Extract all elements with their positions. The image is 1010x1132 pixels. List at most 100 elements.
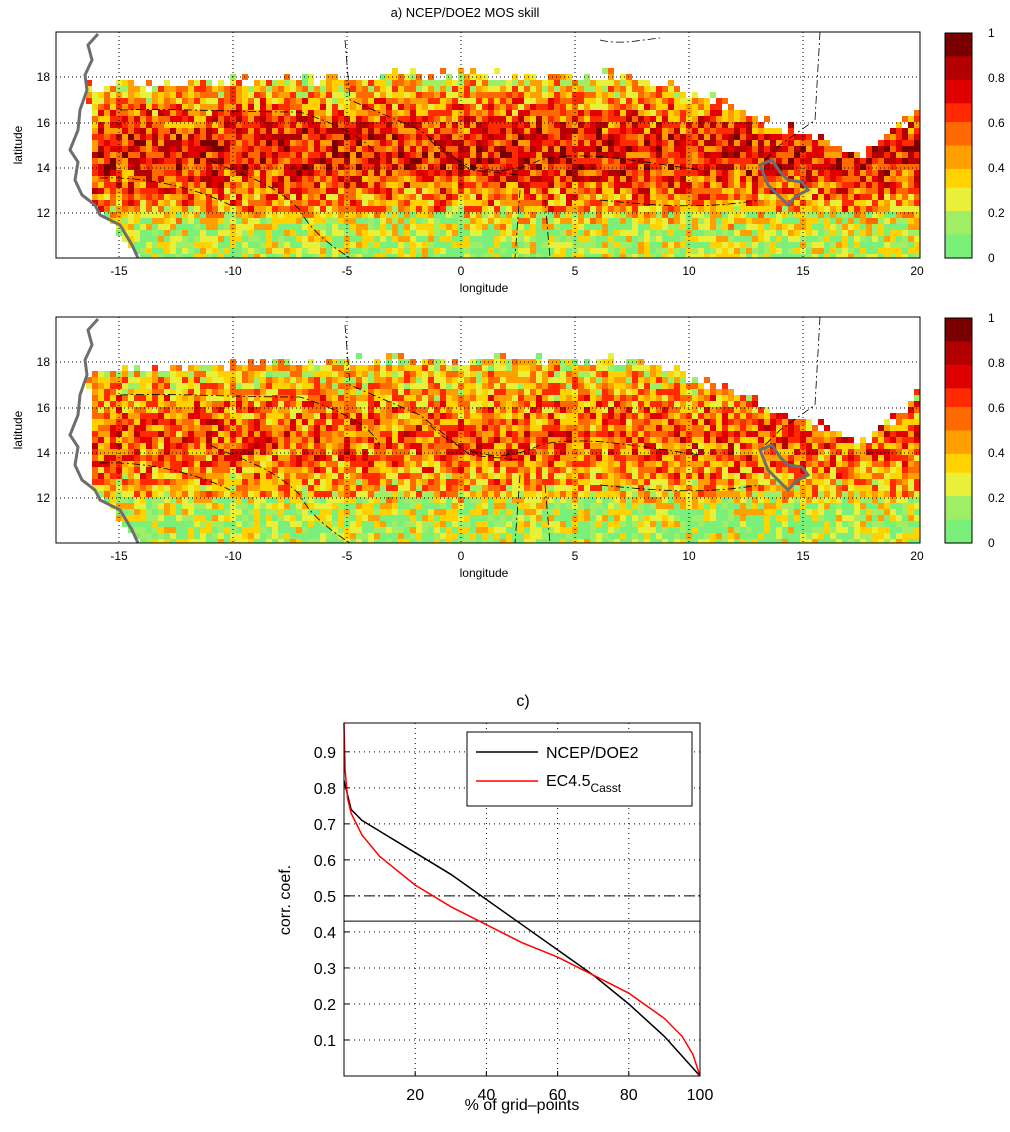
colorbar-segment [945, 402, 972, 408]
map-b-ytick: 14 [37, 446, 51, 460]
y-tick-label: 0.8 [314, 781, 336, 798]
series-line-ec4-5 [343, 722, 701, 1077]
colorbar-segment [945, 75, 972, 81]
map-b-xtick: 5 [572, 549, 579, 563]
colorbar-segment [945, 510, 972, 516]
colorbar-segment [945, 383, 972, 389]
map-b-xtick: 15 [796, 549, 810, 563]
map-a-borders [99, 32, 821, 258]
map-a-colorbar-ticks: 1 0.8 0.6 0.4 0.2 0 [988, 26, 1005, 265]
colorbar-tick: 1 [988, 26, 995, 40]
colorbar-segment [945, 500, 972, 507]
colorbar-segment [945, 215, 972, 222]
map-a-ytick: 18 [37, 70, 51, 84]
colorbar-segment [945, 318, 972, 324]
y-tick-label: 0.9 [314, 745, 336, 762]
map-a-ytick: 12 [37, 206, 51, 220]
y-tick-label: 0.6 [314, 853, 336, 870]
colorbar-segment [945, 229, 972, 236]
x-tick-label: 60 [549, 1087, 567, 1104]
map-b-xtick: -10 [224, 549, 242, 563]
colorbar-segment [945, 350, 972, 357]
colorbar-segment [945, 458, 972, 464]
legend-label-ec45: EC4.5Casst [546, 773, 622, 795]
colorbar-segment [945, 346, 972, 352]
map-a-title: a) NCEP/DOE2 MOS skill [390, 5, 540, 20]
colorbar-segment [945, 477, 972, 483]
colorbar-segment [945, 411, 972, 418]
colorbar-segment [945, 519, 972, 525]
map-a-ytick: 14 [37, 161, 51, 175]
colorbar-segment [945, 37, 972, 43]
colorbar-segment [945, 239, 972, 245]
colorbar-segment [945, 463, 972, 469]
colorbar-segment [945, 145, 972, 151]
colorbar-segment [945, 468, 972, 474]
colorbar-segment [945, 533, 972, 539]
map-b-ytick: 16 [37, 401, 51, 415]
colorbar-tick: 0.2 [988, 491, 1005, 505]
map-a-xtick: -5 [342, 264, 353, 278]
colorbar-segment [945, 472, 972, 478]
map-a-xticks: -15 -10 -5 0 5 10 15 20 [110, 264, 924, 278]
colorbar-segment [945, 47, 972, 53]
colorbar-segment [945, 336, 972, 343]
colorbar-segment [945, 93, 972, 100]
colorbar-segment [945, 491, 972, 497]
colorbar-segment [945, 322, 972, 328]
map-a-xtick: -15 [110, 264, 128, 278]
map-a-xtick: 5 [572, 264, 579, 278]
colorbar-segment [945, 136, 972, 142]
colorbar-segment [945, 126, 972, 133]
colorbar-segment [945, 421, 972, 427]
colorbar-tick: 1 [988, 311, 995, 325]
colorbar-segment [945, 505, 972, 511]
colorbar-segment [945, 192, 972, 198]
colorbar-segment [945, 496, 972, 502]
legend-box [466, 731, 693, 807]
chart-xticks: 20 40 60 80 100 [406, 1071, 713, 1104]
colorbar-segment [945, 42, 972, 48]
chart-series [343, 722, 701, 1077]
map-a-xtick: 15 [796, 264, 810, 278]
series-line-ncep-doe2 [343, 780, 701, 1077]
y-tick-label: 0.4 [314, 925, 336, 942]
colorbar-segment [945, 439, 972, 446]
colorbar-segment [945, 197, 972, 203]
colorbar-segment [945, 98, 972, 104]
colorbar-segment [945, 524, 972, 530]
map-b-borders [99, 317, 821, 543]
colorbar-segment [945, 332, 972, 338]
colorbar-segment [945, 360, 972, 366]
legend-label-ncep: NCEP/DOE2 [546, 745, 639, 762]
colorbar-segment [945, 355, 972, 361]
map-b-xlabel: longitude [460, 566, 509, 580]
map-b-xtick: -15 [110, 549, 128, 563]
colorbar-segment [945, 178, 972, 184]
map-b-xtick: 10 [682, 549, 696, 563]
chart-ylabel: corr. coef. [277, 865, 294, 935]
colorbar-segment [945, 435, 972, 441]
map-b-grid [56, 317, 920, 543]
map-b-skill-field [86, 353, 920, 543]
colorbar-segment [945, 65, 972, 72]
map-a-xtick: 0 [458, 264, 465, 278]
map-b: -15 -10 -5 0 5 10 15 20 18 16 14 12 long… [11, 311, 1005, 580]
colorbar-segment [945, 122, 972, 128]
x-tick-label: 80 [620, 1087, 638, 1104]
colorbar-segment [945, 108, 972, 114]
colorbar-segment [945, 173, 972, 179]
map-b-ytick: 12 [37, 491, 51, 505]
colorbar-segment [945, 70, 972, 76]
chart-yticks: 0.9 0.8 0.7 0.6 0.5 0.4 0.3 0.2 0.1 [314, 745, 349, 1050]
map-a-xtick: 10 [682, 264, 696, 278]
map-a-ytick: 16 [37, 116, 51, 130]
colorbar-segment [945, 486, 972, 493]
map-b-xtick: -5 [342, 549, 353, 563]
colorbar-segment [945, 84, 972, 90]
colorbar-tick: 0.6 [988, 401, 1005, 415]
colorbar-segment [945, 388, 972, 394]
map-b-colorbar-ticks: 1 0.8 0.6 0.4 0.2 0 [988, 311, 1005, 550]
colorbar-segment [945, 453, 972, 460]
colorbar-segment [945, 425, 972, 432]
